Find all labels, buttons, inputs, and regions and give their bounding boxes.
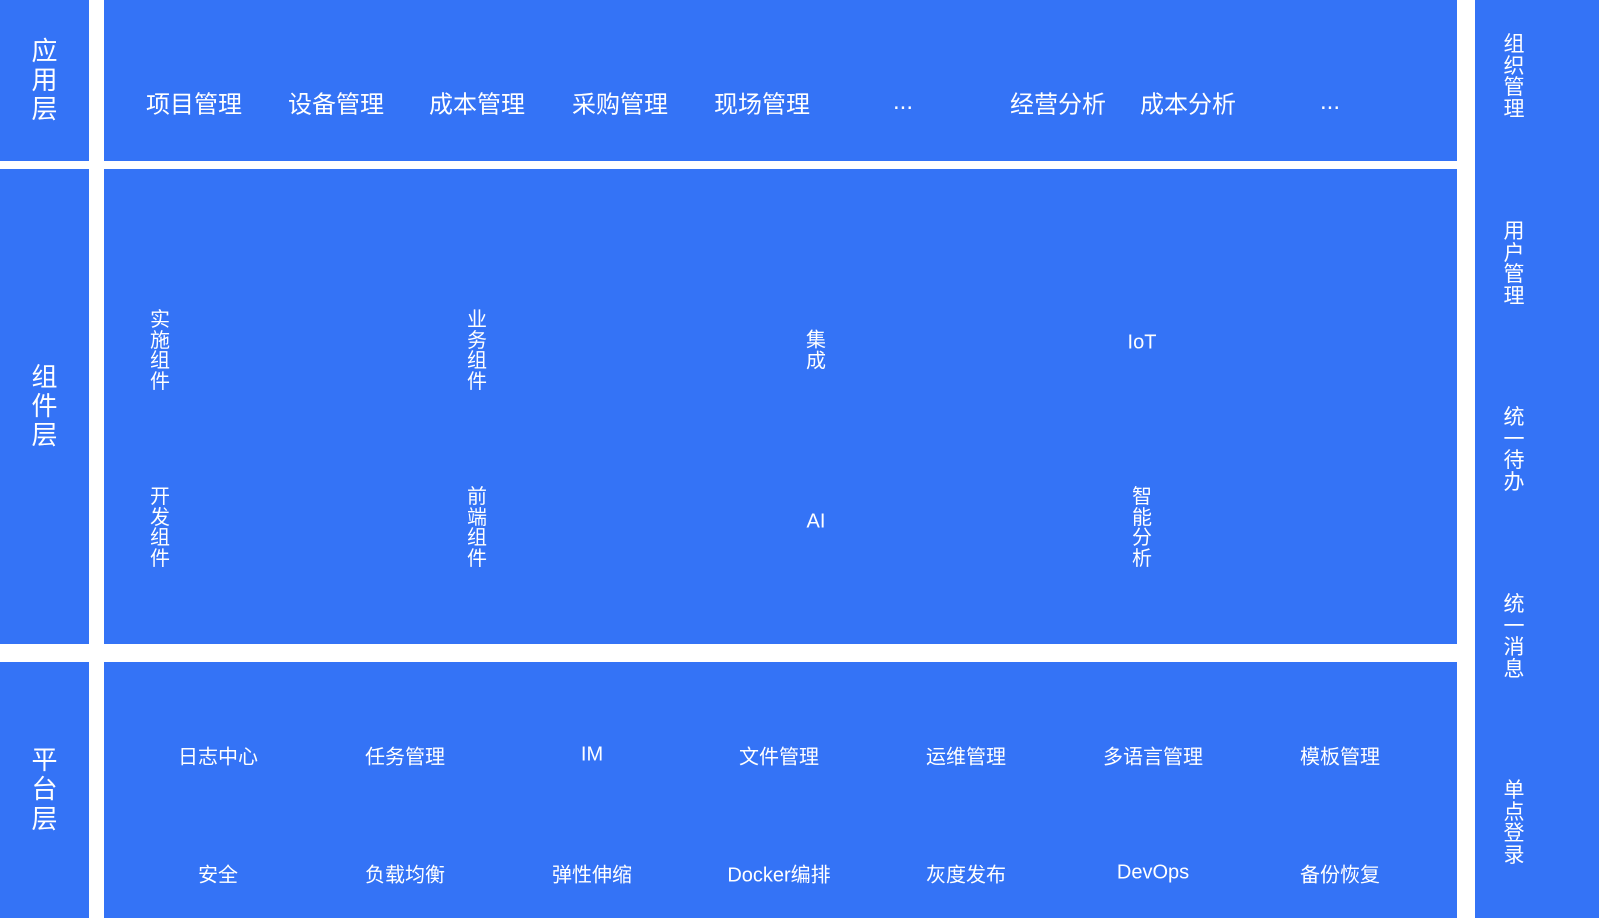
component-layer-panel: 实施组件 业务组件 集成 IoT 开发组件 前端组件 AI 智能分析 bbox=[104, 169, 1457, 644]
app-item-cost-analysis: 成本分析 bbox=[1140, 91, 1236, 119]
sidebar-item-unified-todo: 统一待办 bbox=[1503, 405, 1525, 494]
platform-layer-panel: 日志中心 任务管理 IM 文件管理 运维管理 多语言管理 模板管理 安全 负载均… bbox=[104, 662, 1457, 918]
comp-item-development-components: 开发组件 bbox=[150, 485, 170, 570]
app-item-business-analysis: 经营分析 bbox=[1010, 91, 1106, 119]
comp-item-intelligent-analysis: 智能分析 bbox=[1132, 485, 1152, 570]
app-item-ellipsis-1: ... bbox=[892, 88, 914, 115]
sidebar-item-user-management: 用户管理 bbox=[1503, 219, 1525, 308]
sidebar-item-unified-message: 统一消息 bbox=[1503, 592, 1525, 681]
component-layer-title-block: 组件层 bbox=[0, 169, 89, 644]
plat-item-task-management: 任务管理 bbox=[365, 746, 445, 769]
plat-item-template-management: 模板管理 bbox=[1300, 746, 1380, 769]
plat-item-i18n-management: 多语言管理 bbox=[1103, 746, 1203, 769]
sidebar-panel: 组织管理 用户管理 统一待办 统一消息 单点登录 bbox=[1475, 0, 1599, 918]
app-item-procurement-management: 采购管理 bbox=[572, 91, 668, 119]
platform-layer-title-block: 平台层 bbox=[0, 662, 89, 918]
app-item-cost-management: 成本管理 bbox=[429, 91, 525, 119]
comp-item-business-components: 业务组件 bbox=[467, 308, 487, 393]
app-item-device-management: 设备管理 bbox=[288, 91, 384, 119]
application-layer-panel: 项目管理 设备管理 成本管理 采购管理 现场管理 ... 经营分析 成本分析 .… bbox=[104, 0, 1457, 161]
application-layer-title-block: 应用层 bbox=[0, 0, 89, 161]
platform-layer-title: 平台层 bbox=[31, 745, 58, 834]
plat-item-gray-release: 灰度发布 bbox=[926, 864, 1006, 887]
sidebar-item-sso: 单点登录 bbox=[1503, 778, 1525, 867]
comp-item-frontend-components: 前端组件 bbox=[467, 485, 487, 570]
plat-item-im: IM bbox=[580, 743, 604, 766]
plat-item-ops-management: 运维管理 bbox=[926, 746, 1006, 769]
plat-item-file-management: 文件管理 bbox=[739, 746, 819, 769]
plat-item-devops: DevOps bbox=[1116, 861, 1190, 884]
app-item-project-management: 项目管理 bbox=[146, 91, 242, 119]
plat-item-docker-orchestration: Docker编排 bbox=[727, 864, 831, 887]
plat-item-elastic-scaling: 弹性伸缩 bbox=[552, 864, 632, 887]
app-item-site-management: 现场管理 bbox=[714, 91, 810, 119]
plat-item-load-balancing: 负载均衡 bbox=[365, 864, 445, 887]
app-item-ellipsis-2: ... bbox=[1319, 88, 1341, 115]
plat-item-log-center: 日志中心 bbox=[178, 746, 258, 769]
comp-item-ai: AI bbox=[806, 510, 826, 533]
application-layer-title: 应用层 bbox=[31, 35, 58, 125]
comp-item-integration: 集成 bbox=[806, 329, 826, 372]
sidebar-item-org-management: 组织管理 bbox=[1503, 32, 1525, 121]
plat-item-backup-restore: 备份恢复 bbox=[1300, 864, 1380, 887]
comp-item-implementation-components: 实施组件 bbox=[150, 308, 170, 393]
plat-item-security: 安全 bbox=[198, 864, 238, 887]
component-layer-title: 组件层 bbox=[31, 361, 58, 451]
comp-item-iot: IoT bbox=[1127, 331, 1157, 354]
